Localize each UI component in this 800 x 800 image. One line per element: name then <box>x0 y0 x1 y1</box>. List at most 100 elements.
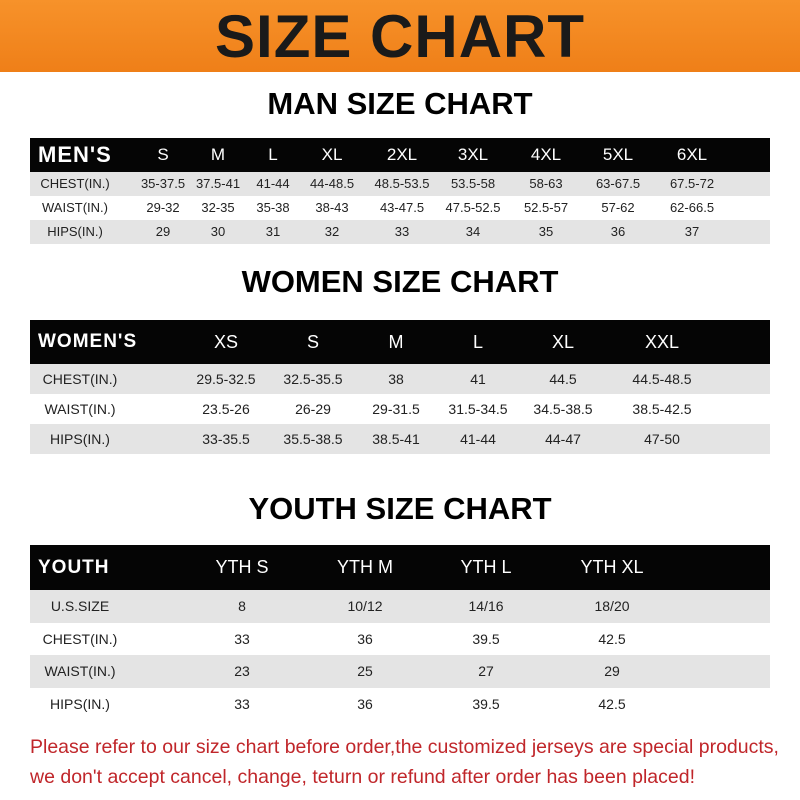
table-cell: 10/12 <box>347 598 383 614</box>
size-column-header: YTH L <box>460 557 512 577</box>
title-banner: SIZE CHART <box>0 0 800 72</box>
table-cell: 29.5-32.5 <box>196 371 256 387</box>
measure-label: U.S.SIZE <box>50 598 110 614</box>
measure-label: CHEST(IN.) <box>42 371 118 387</box>
table-row: WAIST(IN.) 23.5-26 26-29 29-31.5 31.5-34.5 34… <box>30 394 770 424</box>
table-cell: 29 <box>604 663 620 679</box>
table-cell: 62-66.5 <box>669 200 715 215</box>
table-cell: 23.5-26 <box>202 401 250 417</box>
size-column-header: L <box>268 145 278 164</box>
table-cell: 32.5-35.5 <box>283 371 343 387</box>
table-cell: 41-44 <box>256 176 290 191</box>
size-column-header: XL <box>551 332 575 352</box>
size-column-header: S <box>306 332 320 352</box>
size-column-header: S <box>157 145 169 164</box>
table-cell: 34 <box>465 224 481 239</box>
table-cell: 57-62 <box>601 200 635 215</box>
table-cell: 38.5-42.5 <box>632 401 692 417</box>
table-cell: 35.5-38.5 <box>283 431 343 447</box>
table-cell: 52.5-57 <box>523 200 569 215</box>
table-cell: 29-32 <box>146 200 180 215</box>
size-column-header: XS <box>213 332 239 352</box>
table-cell: 34.5-38.5 <box>533 401 593 417</box>
measure-label: HIPS(IN.) <box>50 695 110 712</box>
measure-label: HIPS(IN.) <box>47 224 103 239</box>
table-cell: 41 <box>470 371 486 387</box>
table-cell: 35-38 <box>256 200 290 215</box>
table-cell: 38 <box>388 371 404 387</box>
table-row: CHEST(IN.) 33 36 39.5 42.5 <box>30 622 770 655</box>
table-cell: 48.5-53.5 <box>374 176 430 191</box>
size-column-header: 4XL <box>530 145 562 164</box>
table-row: WAIST(IN.) 23 25 27 29 <box>30 655 770 688</box>
youth-heading: YOUTH SIZE CHART <box>248 491 552 526</box>
table-row: WAIST(IN.) 29-32 32-35 35-38 38-43 43-47.5 47.… <box>30 196 770 220</box>
table-cell: 37 <box>684 224 700 239</box>
table-cell: 43-47.5 <box>379 200 425 215</box>
table-cell: 36 <box>357 695 373 712</box>
table-cell: 29 <box>155 224 171 239</box>
size-column-header: 2XL <box>386 145 418 164</box>
table-cell: 44.5 <box>549 371 577 387</box>
size-column-header: XXL <box>644 332 680 352</box>
men-header-row: MEN'S S M L XL 2XL 3XL 4XL 5XL 6XL <box>30 138 770 172</box>
measure-label: CHEST(IN.) <box>40 176 110 191</box>
size-column-header: 3XL <box>457 145 489 164</box>
notice-line-2: we don't accept cancel, change, teturn o… <box>30 766 695 788</box>
table-cell: 14/16 <box>468 598 504 614</box>
table-cell: 58-63 <box>529 176 563 191</box>
size-column-header: 6XL <box>676 145 708 164</box>
table-cell: 29-31.5 <box>372 401 420 417</box>
table-cell: 32 <box>324 224 340 239</box>
table-category-label: YOUTH <box>38 557 110 578</box>
table-cell: 47.5-52.5 <box>445 200 501 215</box>
table-cell: 31 <box>265 224 281 239</box>
table-cell: 44.5-48.5 <box>632 371 692 387</box>
men-heading: MAN SIZE CHART <box>267 86 533 121</box>
table-row: HIPS(IN.) 33-35.5 35.5-38.5 38.5-41 41-44 44-… <box>30 424 770 454</box>
table-cell: 33-35.5 <box>202 431 250 447</box>
table-cell: 33 <box>234 630 250 647</box>
women-header-row: WOMEN'S XS S M L XL XXL <box>30 320 770 364</box>
table-cell: 39.5 <box>472 695 500 712</box>
table-row: HIPS(IN.) 29 30 31 32 33 34 35 36 37 <box>30 220 770 244</box>
size-column-header: M <box>388 332 404 352</box>
table-cell: 38.5-41 <box>372 431 420 447</box>
table-cell: 31.5-34.5 <box>448 401 508 417</box>
notice-line-1: Please refer to our size chart before or… <box>30 736 779 758</box>
table-cell: 26-29 <box>295 401 331 417</box>
measure-label: WAIST(IN.) <box>44 401 116 417</box>
table-cell: 36 <box>610 224 626 239</box>
table-cell: 39.5 <box>472 630 500 647</box>
women-heading: WOMEN SIZE CHART <box>241 264 559 299</box>
men-size-table: MEN'S S M L XL 2XL 3XL 4XL 5XL 6XL CHEST(IN.) 35-37… <box>30 138 770 244</box>
youth-size-table: YOUTH YTH S YTH M YTH L YTH XL U.S.SIZE 8 10/12… <box>30 545 770 720</box>
size-column-header: YTH M <box>337 557 393 577</box>
table-cell: 8 <box>238 598 246 614</box>
size-column-header: YTH S <box>215 557 269 577</box>
size-column-header: L <box>472 332 484 352</box>
table-cell: 37.5-41 <box>195 176 241 191</box>
table-cell: 33 <box>394 224 410 239</box>
table-cell: 32-35 <box>201 200 235 215</box>
measure-label: WAIST(IN.) <box>44 663 116 679</box>
table-cell: 53.5-58 <box>450 176 496 191</box>
table-cell: 47-50 <box>644 431 680 447</box>
size-column-header: M <box>210 145 226 164</box>
youth-header-row: YOUTH YTH S YTH M YTH L YTH XL <box>30 545 770 590</box>
table-cell: 44-47 <box>545 431 581 447</box>
table-cell: 25 <box>357 663 373 679</box>
measure-label: CHEST(IN.) <box>42 630 118 647</box>
table-cell: 35 <box>538 224 554 239</box>
table-cell: 63-67.5 <box>595 176 641 191</box>
table-cell: 41-44 <box>460 431 496 447</box>
size-column-header: XL <box>321 145 343 164</box>
table-cell: 42.5 <box>598 630 626 647</box>
table-cell: 35-37.5 <box>140 176 186 191</box>
page-title: SIZE CHART <box>215 3 585 70</box>
measure-label: WAIST(IN.) <box>42 200 108 215</box>
table-row: CHEST(IN.) 35-37.5 37.5-41 41-44 44-48.5 48.5… <box>30 172 770 196</box>
measure-label: HIPS(IN.) <box>50 431 110 447</box>
table-cell: 30 <box>210 224 226 239</box>
table-cell: 27 <box>478 663 494 679</box>
